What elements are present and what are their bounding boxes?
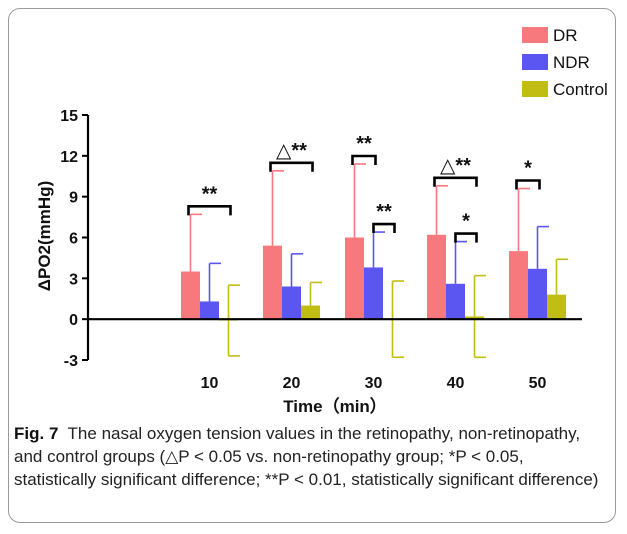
bar-dr-20 [263, 245, 282, 320]
bar-control-50 [547, 294, 566, 320]
bar-dr-40 [427, 234, 446, 320]
x-tick-label: 30 [365, 375, 383, 392]
error-bar-control-40 [473, 274, 486, 359]
bar-dr-50 [509, 251, 528, 320]
error-bar-ndr-20 [290, 253, 303, 287]
error-bar-dr-50 [517, 187, 530, 252]
error-bar-control-50 [555, 258, 568, 295]
error-bar-ndr-10 [208, 262, 221, 302]
significance-label: * [524, 158, 532, 180]
error-bar-dr-20 [271, 170, 284, 246]
bar-dr-10 [181, 271, 200, 320]
significance-bracket: ** [372, 201, 396, 234]
legend-label-control: Control [553, 80, 608, 99]
significance-bracket: * [515, 158, 541, 190]
x-tick-label: 20 [283, 375, 301, 392]
figure-caption: Fig. 7 The nasal oxygen tension values i… [14, 422, 610, 491]
error-bar-control-30 [391, 280, 404, 359]
legend-swatch-ndr [522, 54, 548, 70]
x-tick-label: 40 [447, 375, 465, 392]
bar-ndr-40 [446, 283, 465, 320]
y-tick-label: 3 [69, 271, 78, 288]
significance-bracket: △** [269, 140, 314, 172]
error-bar-control-10 [227, 284, 240, 357]
significance-bracket: ** [351, 133, 377, 165]
caption-label: Fig. 7 [14, 424, 59, 443]
bar-dr-30 [345, 237, 364, 320]
y-tick-label: 12 [60, 149, 78, 166]
y-tick-label: 6 [69, 231, 78, 248]
x-axis-title: Time（min） [283, 396, 387, 416]
significance-label: ** [376, 201, 392, 223]
x-tick-label: 10 [201, 375, 219, 392]
legend-swatch-dr [522, 27, 548, 43]
y-tick-label: 0 [69, 312, 78, 329]
significance-bracket: * [454, 211, 478, 243]
bar-ndr-20 [282, 286, 301, 320]
bracket-line [433, 176, 478, 187]
bar-ndr-10 [200, 301, 219, 320]
bracket-line [515, 179, 541, 190]
error-bar-ndr-30 [372, 231, 385, 268]
significance-label: ** [356, 133, 372, 155]
error-bar-dr-40 [435, 184, 448, 235]
significance-bracket: ** [187, 183, 232, 216]
error-bar-dr-10 [189, 213, 202, 272]
bracket-line [187, 205, 232, 216]
legend-swatch-control [522, 81, 548, 97]
y-tick-label: 9 [69, 190, 78, 207]
significance-label: * [462, 211, 470, 233]
figure-frame [8, 8, 616, 523]
y-tick-label: 15 [60, 108, 78, 125]
bar-ndr-50 [528, 268, 547, 320]
bracket-line [454, 232, 478, 243]
bar-ndr-30 [364, 267, 383, 320]
x-tick-label: 50 [529, 375, 547, 392]
error-bar-control-20 [309, 281, 322, 306]
bar-control-20 [301, 305, 320, 320]
significance-bracket: △** [433, 155, 478, 187]
bracket-line [269, 161, 314, 172]
bracket-line [372, 222, 396, 234]
caption-text: The nasal oxygen tension values in the r… [14, 424, 599, 489]
significance-label: ** [202, 183, 218, 205]
error-bar-dr-30 [353, 163, 366, 238]
significance-label: △** [440, 155, 471, 177]
legend-label-dr: DR [553, 26, 578, 45]
legend-label-ndr: NDR [553, 53, 590, 72]
error-bar-ndr-50 [536, 225, 549, 269]
bar-chart: DR NDR Control -3 0 3 6 9 12 15 10 20 30 40 50 Time（min… [35, 26, 608, 416]
y-tick-label: -3 [64, 353, 78, 370]
error-bar-ndr-40 [454, 240, 467, 284]
significance-label: △** [276, 140, 307, 162]
bracket-line [351, 154, 377, 165]
y-axis-title: ΔPO2(mmHg) [35, 181, 54, 291]
